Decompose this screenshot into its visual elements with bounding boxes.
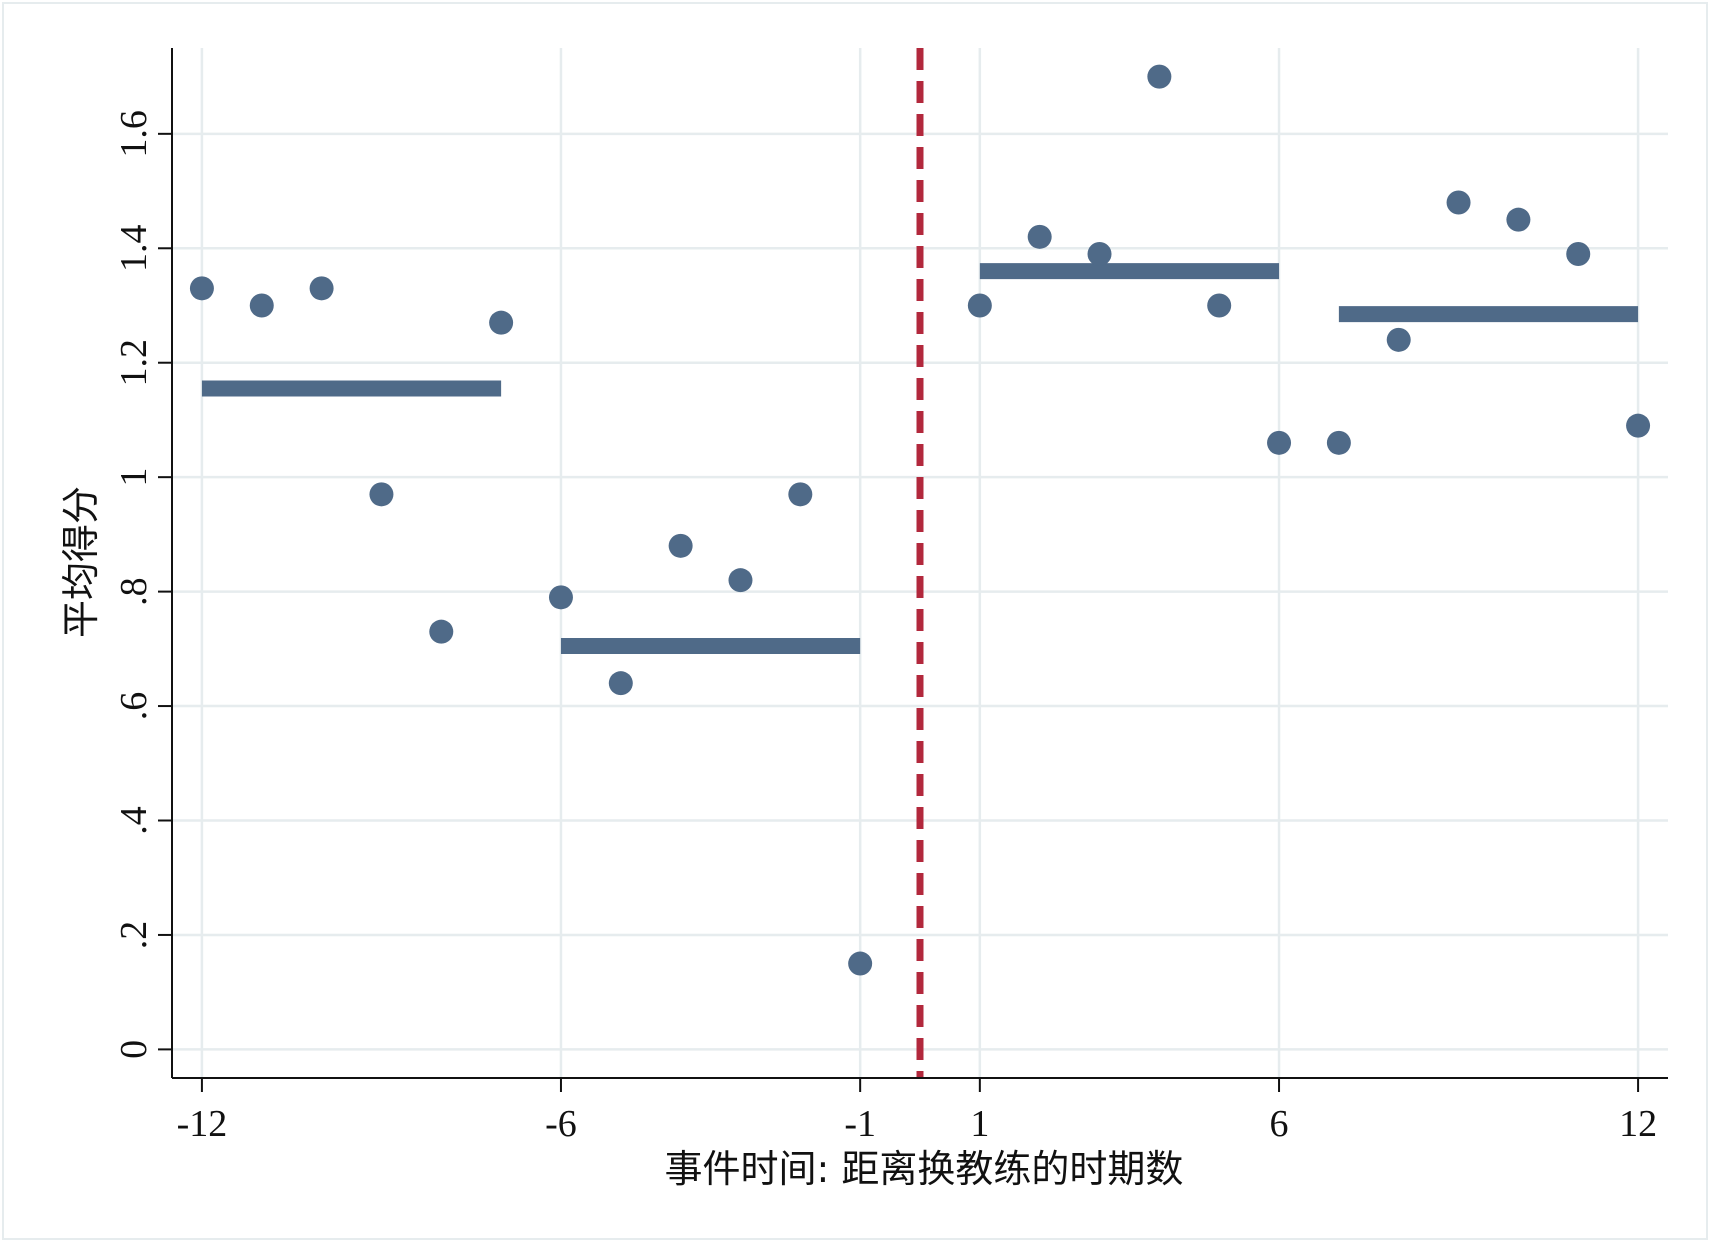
- x-tick-label-2: -1: [844, 1103, 876, 1145]
- data-point-21: [1506, 207, 1531, 232]
- data-point-15: [1147, 64, 1172, 89]
- data-point-22: [1566, 242, 1591, 266]
- data-point-18: [1326, 430, 1351, 455]
- data-point-3: [369, 482, 394, 507]
- data-point-12: [967, 293, 992, 318]
- data-point-0: [189, 276, 214, 301]
- data-point-10: [788, 482, 813, 507]
- data-point-4: [429, 619, 454, 644]
- y-tick-label-8: 1.6: [113, 110, 155, 158]
- y-tick-label-5: 1: [113, 468, 155, 487]
- y-tick-label-4: .8: [113, 577, 155, 606]
- tick-labels-layer: -12 -6 -1 1 6 12 0 .2 .4 .6 .8 1 1.2 1.4 1.6: [113, 110, 1657, 1145]
- x-axis-title: 事件时间: 距离换教练的时期数: [665, 1147, 1184, 1191]
- y-tick-label-0: 0: [113, 1040, 155, 1059]
- data-point-6: [548, 585, 573, 610]
- data-point-1: [249, 293, 274, 318]
- data-point-16: [1207, 293, 1232, 318]
- data-point-9: [728, 568, 753, 593]
- x-tick-label-4: 6: [1270, 1103, 1289, 1145]
- event-study-scatter-chart: -12 -6 -1 1 6 12 0 .2 .4 .6 .8 1 1.2 1.4 1.6 事件时间: 距离换…: [59, 48, 1668, 1191]
- data-point-8: [668, 533, 693, 558]
- y-tick-label-2: .4: [113, 806, 155, 835]
- data-point-13: [1027, 224, 1052, 249]
- data-point-5: [489, 310, 514, 335]
- x-tick-label-1: -6: [545, 1103, 577, 1145]
- data-point-14: [1087, 242, 1112, 266]
- mean-segments-layer: [201, 263, 1639, 654]
- points-layer: [189, 64, 1651, 976]
- data-point-7: [608, 671, 633, 696]
- y-tick-label-6: 1.2: [113, 339, 155, 387]
- y-axis-title: 平均得分: [59, 486, 103, 638]
- y-tick-label-3: .6: [113, 692, 155, 721]
- data-point-2: [309, 276, 334, 301]
- y-tick-label-1: .2: [113, 921, 155, 950]
- data-point-23: [1626, 413, 1651, 438]
- x-tick-label-5: 12: [1619, 1103, 1657, 1145]
- y-tick-label-7: 1.4: [113, 225, 155, 273]
- x-tick-label-3: 1: [970, 1103, 989, 1145]
- data-point-20: [1446, 190, 1471, 215]
- data-point-19: [1386, 327, 1411, 352]
- data-point-17: [1267, 430, 1292, 455]
- x-tick-label-0: -12: [177, 1103, 228, 1145]
- axis-layer: [158, 48, 1668, 1092]
- data-point-11: [848, 951, 873, 976]
